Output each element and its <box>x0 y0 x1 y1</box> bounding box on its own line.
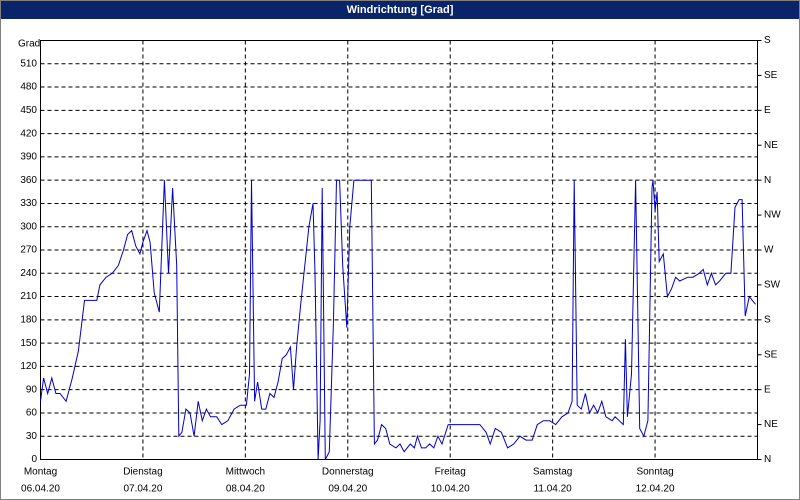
y-tick-label: 360 <box>20 175 37 186</box>
y2-tick-label: SW <box>764 280 781 291</box>
y-tick-label: 210 <box>20 291 37 302</box>
y-tick-label: 300 <box>20 221 37 232</box>
y-tick-label: 270 <box>20 245 37 256</box>
y-axis-label: Grad <box>18 39 40 50</box>
y2-tick-label: SE <box>764 70 778 81</box>
y-tick-label: 150 <box>20 338 37 349</box>
y2-tick-label: E <box>764 105 771 116</box>
y2-tick-label: N <box>764 454 771 465</box>
y2-tick-label: E <box>764 384 771 395</box>
x-tick-date: 12.04.20 <box>636 484 675 495</box>
y-tick-label: 420 <box>20 128 37 139</box>
y2-tick-label: SE <box>764 349 778 360</box>
y-tick-label: 90 <box>26 384 38 395</box>
x-tick-date: 10.04.20 <box>431 484 470 495</box>
x-tick-date: 07.04.20 <box>123 484 162 495</box>
x-tick-date: 08.04.20 <box>226 484 265 495</box>
x-tick-label: Sonntag <box>636 467 673 478</box>
y-tick-label: 330 <box>20 198 37 209</box>
y2-tick-label: W <box>764 245 774 256</box>
chart-title: Windrichtung [Grad] <box>347 4 454 16</box>
y-tick-label: 30 <box>26 431 38 442</box>
y-tick-label: 240 <box>20 268 37 279</box>
x-tick-label: Dienstag <box>123 467 162 478</box>
y-tick-label: 390 <box>20 152 37 163</box>
x-tick-label: Donnerstag <box>322 467 374 478</box>
x-tick-date: 11.04.20 <box>534 484 573 495</box>
y-tick-label: 510 <box>20 58 37 69</box>
y2-tick-label: NW <box>764 210 781 221</box>
y-tick-label: 120 <box>20 361 37 372</box>
title-bar <box>1 1 799 19</box>
x-tick-label: Samstag <box>533 467 572 478</box>
y2-tick-label: NE <box>764 419 778 430</box>
y-tick-label: 180 <box>20 314 37 325</box>
y-tick-label: 0 <box>31 454 37 465</box>
x-tick-date: 09.04.20 <box>328 484 367 495</box>
y-tick-label: 480 <box>20 82 37 93</box>
data-line <box>40 179 756 460</box>
x-tick-label: Mittwoch <box>226 467 265 478</box>
x-tick-date: 06.04.20 <box>21 484 60 495</box>
x-tick-label: Freitag <box>435 467 466 478</box>
x-tick-label: Montag <box>24 467 57 478</box>
y-tick-label: 450 <box>20 105 37 116</box>
y2-tick-label: S <box>764 35 771 46</box>
y2-tick-label: S <box>764 314 771 325</box>
y2-tick-label: NE <box>764 140 778 151</box>
y2-tick-label: N <box>764 175 771 186</box>
y-tick-label: 60 <box>26 408 38 419</box>
